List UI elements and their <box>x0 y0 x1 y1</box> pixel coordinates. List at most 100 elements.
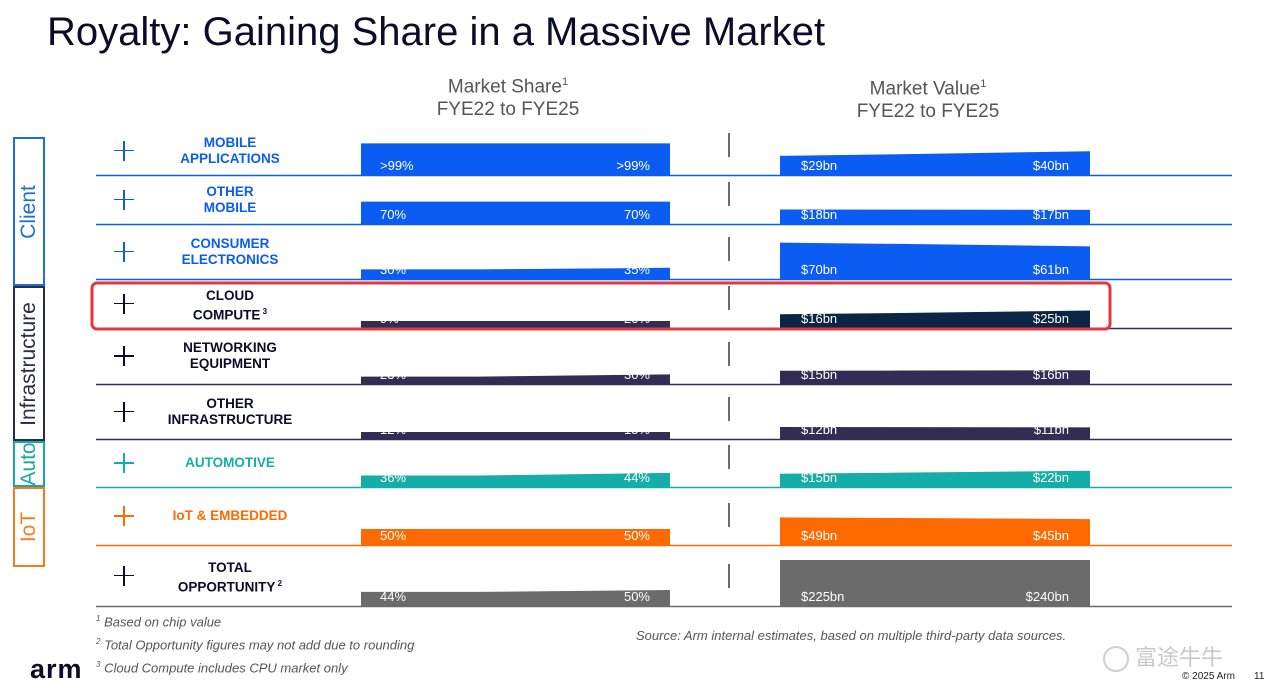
row-label-line2: INFRASTRUCTURE <box>167 411 293 427</box>
row-label-line1: MOBILE <box>203 134 257 150</box>
share-area-2 <box>361 267 670 279</box>
footnote-3: 3 Cloud Compute includes CPU market only <box>96 660 348 675</box>
page-title: Royalty: Gaining Share in a Massive Mark… <box>47 10 826 54</box>
plus-icon <box>114 506 134 526</box>
share-label-end: 50% <box>624 528 650 543</box>
footnote-2: 2 Total Opportunity figures may not add … <box>96 637 414 652</box>
footnote-text: Cloud Compute includes CPU market only <box>104 660 348 676</box>
value-label-start: $29bn <box>801 158 837 173</box>
row-label: CONSUMER ELECTRONICS <box>140 236 320 268</box>
share-label-end: 30% <box>624 367 650 382</box>
value-area-8 <box>780 560 1090 606</box>
segment-iot: IoT <box>13 487 45 567</box>
footnote-marker: 1 <box>980 78 987 90</box>
footnote-marker: 1 <box>561 76 569 88</box>
value-label-end: $240bn <box>1026 589 1069 604</box>
share-label-start: 23% <box>380 367 406 382</box>
plus-icon <box>114 453 134 473</box>
plus-icon <box>114 565 134 586</box>
row-label-line1: CONSUMER <box>190 235 270 251</box>
value-label-start: $18bn <box>801 207 837 222</box>
row-label-line1: OTHER <box>206 395 254 411</box>
row-label-footnote-mark: 3 <box>260 306 268 316</box>
footnote-mark: 3 <box>96 660 101 669</box>
share-label-end: 15% <box>624 422 650 437</box>
value-label-start: $15bn <box>801 470 837 485</box>
value-label-end: $11bn <box>1034 422 1069 437</box>
share-label-end: >99% <box>616 158 650 173</box>
share-area-0 <box>361 143 670 175</box>
plus-icon <box>114 401 134 422</box>
share-label-start: >99% <box>380 158 414 173</box>
share-area-6 <box>361 472 670 487</box>
footnote-mark: 1 <box>96 614 101 623</box>
value-area-5 <box>780 426 1090 439</box>
value-label-start: $16bn <box>801 311 837 326</box>
copyright: © 2025 Arm <box>1182 671 1235 682</box>
row-label-line2: EQUIPMENT <box>189 356 271 371</box>
plus-icon <box>114 293 134 314</box>
share-area-7 <box>361 529 670 545</box>
row-label-line2: APPLICATIONS <box>180 150 280 166</box>
row-label: IoT & EMBEDDED <box>140 508 320 524</box>
row-label-line2: ELECTRONICS <box>181 251 279 267</box>
value-label-start: $225bn <box>801 589 844 604</box>
row-label-line1: IoT & EMBEDDED <box>172 508 288 523</box>
value-label-start: $12bn <box>801 422 837 437</box>
value-area-4 <box>780 370 1090 384</box>
share-area-8 <box>361 590 670 606</box>
share-area-1 <box>361 201 670 224</box>
value-label-end: $25bn <box>1033 311 1069 326</box>
row-label: AUTOMOTIVE <box>140 455 320 471</box>
market-share-heading-line2: FYE22 to FYE25 <box>436 99 580 121</box>
row-label-footnote-mark: 2 <box>275 578 283 588</box>
row-label: TOTAL OPPORTUNITY 2 <box>140 560 320 596</box>
plus-icon <box>114 241 134 262</box>
share-area-3 <box>361 321 670 328</box>
value-label-start: $70bn <box>801 262 837 277</box>
value-area-1 <box>780 209 1090 224</box>
market-share-heading-line1: Market Share <box>447 76 562 98</box>
market-value-heading-line1: Market Value <box>869 78 981 100</box>
value-label-end: $16bn <box>1033 367 1069 382</box>
share-label-start: 12% <box>380 422 406 437</box>
row-label: OTHER INFRASTRUCTURE <box>140 396 320 428</box>
value-label-end: $17bn <box>1033 207 1069 222</box>
share-label-end: 35% <box>624 262 650 277</box>
value-label-end: $40bn <box>1033 158 1069 173</box>
footnote-text: Total Opportunity figures may not add du… <box>104 637 415 653</box>
value-label-start: $49bn <box>801 528 837 543</box>
share-label-end: 20% <box>624 311 650 326</box>
footnote-text: Based on chip value <box>104 614 222 630</box>
market-share-heading: Market Share1 FYE22 to FYE25 <box>348 71 668 121</box>
row-label: CLOUD COMPUTE 3 <box>140 288 320 324</box>
value-label-start: $15bn <box>801 367 837 382</box>
value-label-end: $61bn <box>1033 262 1069 277</box>
segment-auto: Auto <box>13 441 45 487</box>
row-label-line2: MOBILE <box>203 199 257 215</box>
row-label-line1: TOTAL <box>208 559 252 575</box>
share-area-4 <box>361 374 670 384</box>
plus-icon <box>114 140 134 161</box>
source-note: Source: Arm internal estimates, based on… <box>636 628 1067 643</box>
value-area-6 <box>780 470 1090 487</box>
value-area-7 <box>780 517 1090 545</box>
row-label-line1: NETWORKING <box>183 340 277 355</box>
segment-client: Client <box>13 137 45 286</box>
market-value-heading: Market Value1 FYE22 to FYE25 <box>768 73 1088 123</box>
market-value-heading-line2: FYE22 to FYE25 <box>856 101 1000 123</box>
footnote-1: 1 Based on chip value <box>96 614 221 629</box>
value-area-2 <box>780 242 1090 279</box>
share-label-start: 30% <box>380 262 406 277</box>
page-number: 11 <box>1254 671 1265 682</box>
footnote-mark: 2 <box>96 637 101 646</box>
value-area-0 <box>780 151 1090 175</box>
value-label-end: $22bn <box>1033 470 1069 485</box>
segment-infrastructure: Infrastructure <box>13 286 45 441</box>
share-label-start: 44% <box>380 589 406 604</box>
share-label-start: 36% <box>380 470 406 485</box>
highlight-box <box>90 281 1112 331</box>
plus-icon <box>114 346 134 366</box>
row-label-line1: CLOUD <box>206 287 254 303</box>
